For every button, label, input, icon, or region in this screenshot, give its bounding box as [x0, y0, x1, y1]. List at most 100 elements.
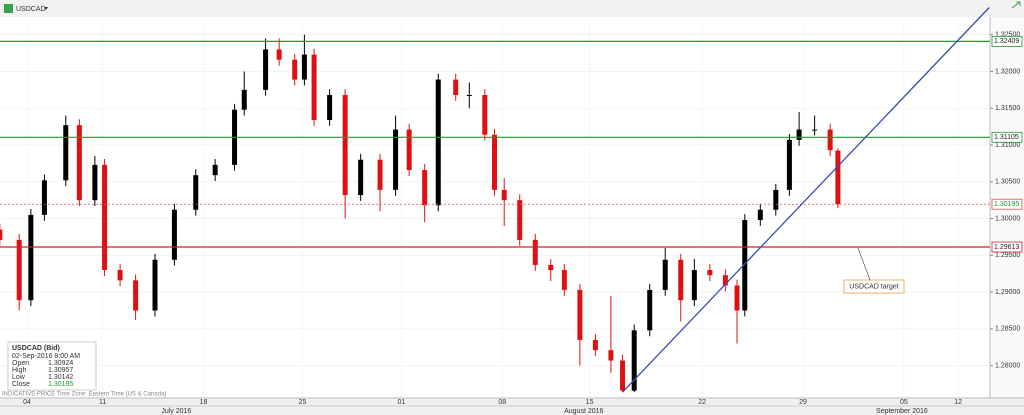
- expand-icon[interactable]: [1011, 1, 1021, 9]
- info-value: 1.30195: [48, 381, 73, 388]
- x-tick-label: 18: [200, 399, 208, 406]
- candle-body: [722, 275, 728, 286]
- candle-body: [757, 209, 763, 221]
- y-tick-label: 1.31500: [995, 105, 1020, 112]
- candle-body: [620, 360, 626, 391]
- y-tick-label: 1.29500: [995, 252, 1020, 259]
- x-tick-label: 15: [586, 399, 594, 406]
- annotation-pointer: [857, 247, 871, 281]
- candle-body: [501, 189, 507, 201]
- candle-body: [691, 270, 697, 301]
- candle-body: [241, 89, 247, 110]
- info-label: Close: [12, 381, 30, 388]
- month-label: July 2016: [161, 408, 191, 415]
- candle-body: [482, 95, 488, 135]
- candle-body: [311, 54, 317, 121]
- y-tick-label: 1.28500: [995, 326, 1020, 333]
- level-label: 1.29613: [994, 244, 1019, 251]
- footer: INDICATIVE PRICE Time Zone: Eastern Time…: [2, 392, 166, 398]
- candle-body: [171, 209, 177, 260]
- info-value: 1.30924: [48, 360, 73, 367]
- candle-body: [548, 264, 554, 271]
- candle-body: [292, 59, 298, 80]
- info-box: [7, 341, 97, 391]
- level-label: 1.31105: [994, 134, 1019, 141]
- candle-body: [532, 239, 538, 265]
- candle-body: [835, 150, 841, 205]
- candle-body: [263, 49, 269, 90]
- info-label: Low: [12, 374, 26, 381]
- candle-body: [0, 229, 3, 240]
- symbol-icon[interactable]: [4, 4, 13, 13]
- candle-body: [406, 129, 412, 171]
- candle-body: [742, 220, 748, 311]
- level-label: 1.32409: [994, 38, 1019, 45]
- candle-body: [377, 159, 383, 190]
- candle-body: [358, 159, 364, 196]
- x-tick-label: 22: [698, 399, 706, 406]
- x-tick-label: 05: [900, 399, 908, 406]
- candle-body: [773, 189, 779, 210]
- candle-body: [133, 280, 139, 311]
- dropdown-arrow[interactable]: [44, 7, 48, 10]
- candle-body: [28, 214, 34, 301]
- y-tick-label: 1.30000: [995, 215, 1020, 222]
- annotation-box: [843, 279, 905, 294]
- candle-body: [812, 129, 818, 131]
- annotation-text: USDCAD target: [849, 283, 898, 290]
- candle-body: [734, 285, 740, 311]
- candle-body: [561, 270, 567, 290]
- candle-body: [631, 330, 637, 391]
- candle-body: [152, 259, 158, 311]
- symbol-name[interactable]: USDCAD: [16, 6, 46, 13]
- candle-body: [492, 134, 498, 190]
- candle-body: [466, 95, 472, 97]
- candle-body: [41, 180, 47, 215]
- info-label: High: [12, 367, 27, 374]
- x-tick-label: 08: [498, 399, 506, 406]
- candle-body: [453, 79, 459, 96]
- candle-body: [422, 170, 428, 206]
- y-tick-label: 1.30500: [995, 179, 1020, 186]
- candle-body: [577, 289, 583, 340]
- info-title: USDCAD (Bid): [12, 345, 60, 352]
- candle-body: [517, 200, 523, 240]
- month-label: August 2016: [564, 408, 603, 415]
- candle-body: [342, 95, 348, 196]
- x-tick-label: 01: [397, 399, 405, 406]
- candle-body: [786, 139, 792, 190]
- x-tick-label: 04: [23, 399, 31, 406]
- y-tick-label: 1.29000: [995, 289, 1020, 296]
- candle-body: [827, 129, 833, 151]
- candle-body: [393, 129, 399, 190]
- level-label-box: [991, 131, 1023, 143]
- candle-body: [102, 164, 108, 271]
- candle-body: [662, 259, 668, 290]
- month-label: September 2016: [876, 408, 928, 415]
- level-label-box: [991, 198, 1023, 210]
- candle-body: [193, 175, 199, 210]
- x-tick-label: 29: [799, 399, 807, 406]
- candle-body: [76, 125, 82, 201]
- y-tick-label: 1.32500: [995, 32, 1020, 39]
- candle-body: [796, 129, 802, 140]
- candle-body: [117, 270, 123, 281]
- candle-body: [276, 49, 282, 60]
- x-tick-label: 11: [99, 399, 106, 406]
- trendline: [622, 7, 990, 393]
- candle-body: [212, 164, 218, 176]
- candle-body: [435, 79, 441, 206]
- candle-body: [63, 125, 69, 181]
- x-tick-label: 12: [954, 399, 962, 406]
- candle-body: [327, 95, 333, 121]
- candle-body: [678, 259, 684, 301]
- info-value: 1.30142: [48, 374, 73, 381]
- candle-body: [608, 350, 614, 361]
- toolbar: [0, 0, 1024, 17]
- y-tick-label: 1.32000: [995, 68, 1020, 75]
- level-label: 1.30195: [994, 201, 1019, 208]
- info-value: 1.30957: [48, 367, 73, 374]
- candle-body: [592, 339, 598, 351]
